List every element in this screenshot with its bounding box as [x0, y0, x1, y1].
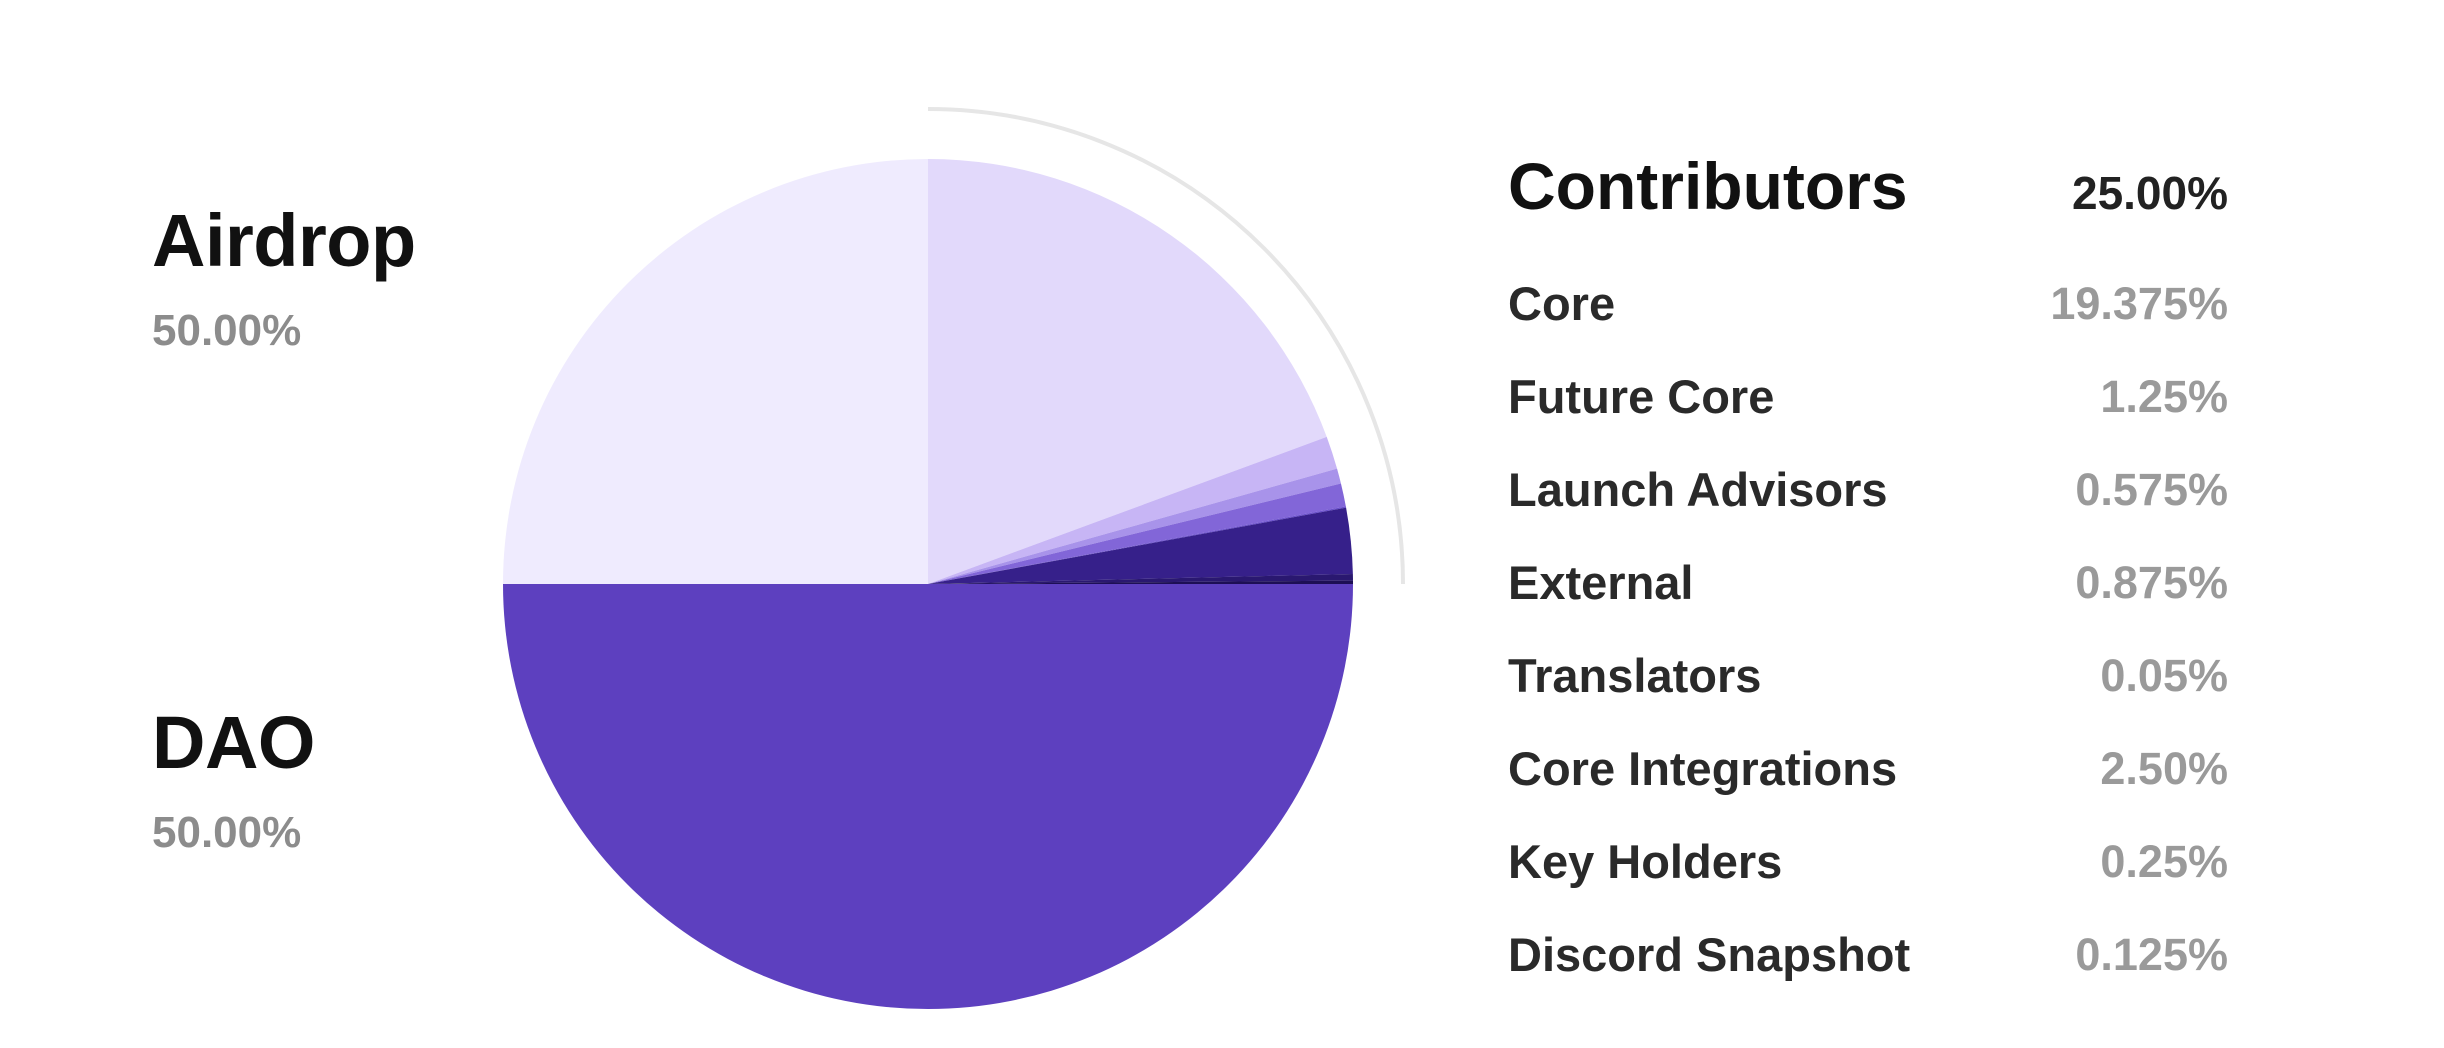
contributors-total: 25.00%: [2071, 167, 2228, 219]
legend-label: Translators: [1508, 649, 1762, 702]
legend-row-translators: Translators 0.05%: [1508, 648, 2228, 718]
legend-value: 0.125%: [2075, 929, 2228, 980]
legend-value: 1.25%: [2100, 371, 2228, 422]
pie-slice-translators: [928, 506, 1347, 584]
legend-label: Future Core: [1508, 370, 1775, 423]
contributors-bracket-arc: [927, 107, 1405, 585]
legend-value: 2.50%: [2100, 743, 2228, 794]
airdrop-percentage: 50.00%: [152, 306, 302, 355]
airdrop-label: Airdrop: [152, 199, 416, 282]
pie-slice-dao: [503, 584, 1353, 1009]
legend-row-core: Core 19.375%: [1508, 276, 2228, 346]
dao-percentage: 50.00%: [152, 808, 302, 857]
pie-slice-external: [928, 483, 1346, 584]
legend-label: Discord Snapshot: [1508, 928, 1911, 981]
pie-slice-future-core: [928, 436, 1338, 584]
legend-value: 0.575%: [2075, 464, 2228, 515]
pie-slice-core-integrations: [928, 507, 1353, 584]
legend-value: 0.875%: [2075, 557, 2228, 608]
pie-slice-discord-snapshot: [928, 580, 1354, 584]
dao-label: DAO: [152, 701, 315, 784]
legend-row-launch-advisors: Launch Advisors 0.575%: [1508, 462, 2228, 532]
contributors-heading: Contributors: [1508, 149, 1908, 223]
legend-value: 0.25%: [2100, 836, 2228, 887]
legend-label: Key Holders: [1508, 835, 1783, 888]
pie-slice-airdrop: [503, 159, 928, 584]
legend-row-key-holders: Key Holders 0.25%: [1508, 834, 2228, 904]
contributors-legend: Contributors 25.00% Core 19.375% Future …: [1508, 0, 2228, 1048]
legend-row-future-core: Future Core 1.25%: [1508, 369, 2228, 439]
legend-label: Launch Advisors: [1508, 463, 1888, 516]
pie-slice-core: [928, 159, 1327, 584]
pie-slice-launch-advisors: [928, 468, 1341, 584]
legend-label: Core: [1508, 277, 1616, 330]
legend-row-discord-snapshot: Discord Snapshot 0.125%: [1508, 927, 2228, 997]
legend-label: Core Integrations: [1508, 742, 1898, 795]
legend-row-core-integrations: Core Integrations 2.50%: [1508, 741, 2228, 811]
legend-label: External: [1508, 556, 1694, 609]
legend-value: 19.375%: [2050, 278, 2228, 329]
legend-value: 0.05%: [2100, 650, 2228, 701]
pie-slice-key-holders: [928, 573, 1353, 584]
legend-row-external: External 0.875%: [1508, 555, 2228, 625]
